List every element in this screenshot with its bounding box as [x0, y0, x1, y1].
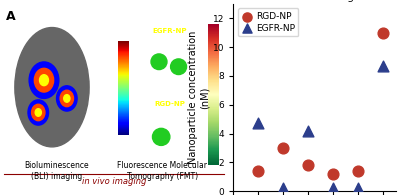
EGFR-NP: [355, 187, 362, 190]
EGFR-NP: [330, 187, 337, 190]
Y-axis label: Nanoparticle concentration
(nM): Nanoparticle concentration (nM): [188, 31, 210, 164]
Text: Fluorescence Molecular
Tomography (FMT): Fluorescence Molecular Tomography (FMT): [117, 161, 207, 181]
RGD-NP: [280, 146, 286, 149]
EGFR-NP: [255, 122, 262, 125]
RGD-NP: [305, 164, 312, 167]
Text: in vivo imaging: in vivo imaging: [82, 177, 146, 186]
Title: quantification of FMT signal
in the thoracic region: quantification of FMT signal in the thor…: [243, 0, 386, 2]
EGFR-NP: [280, 187, 286, 190]
EGFR-NP: [380, 64, 387, 67]
Text: A: A: [6, 10, 16, 22]
Legend: RGD-NP, EGFR-NP: RGD-NP, EGFR-NP: [238, 8, 298, 36]
RGD-NP: [330, 172, 337, 175]
RGD-NP: [380, 31, 387, 34]
RGD-NP: [355, 169, 362, 173]
EGFR-NP: [305, 129, 312, 132]
Text: Bioluminescence
(BLI) imaging: Bioluminescence (BLI) imaging: [24, 161, 89, 181]
RGD-NP: [255, 169, 262, 173]
